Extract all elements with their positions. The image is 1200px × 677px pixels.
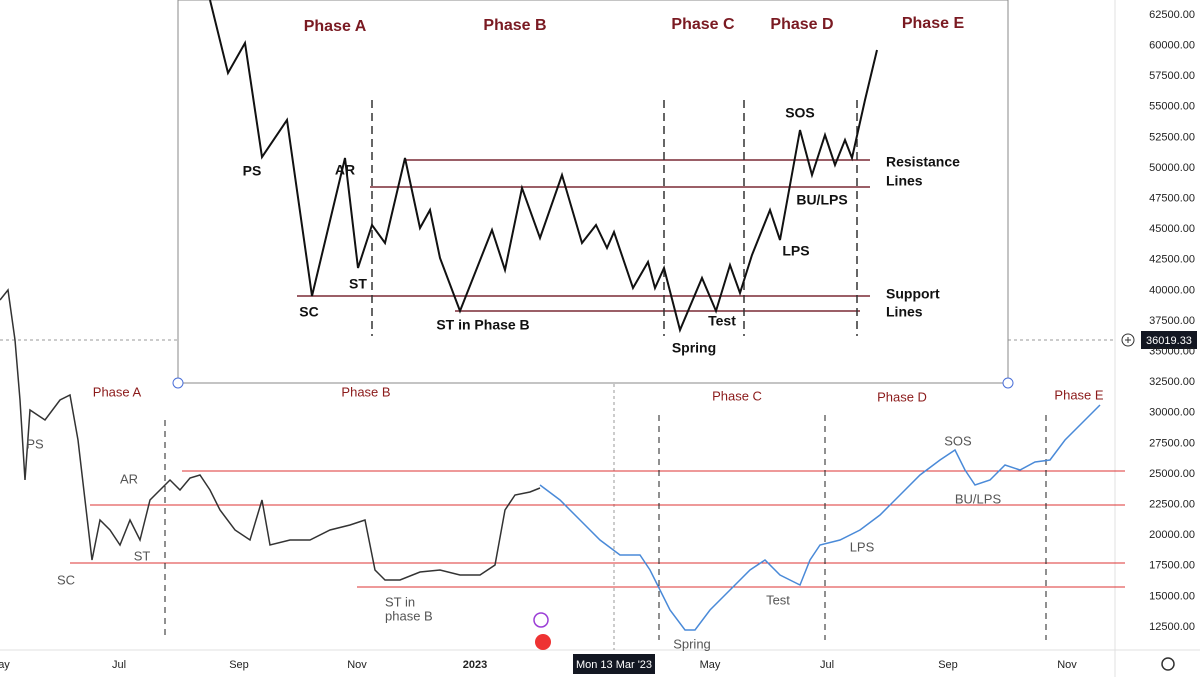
overlay-label: PS xyxy=(243,163,262,179)
settings-icon[interactable] xyxy=(1161,657,1175,671)
time-label: Jul xyxy=(112,659,126,671)
overlay-note: Resistance xyxy=(886,154,960,170)
time-label: Jul xyxy=(820,659,834,671)
handle[interactable] xyxy=(1002,377,1014,389)
chart-phase: Phase B xyxy=(341,384,390,399)
projection xyxy=(539,404,1101,631)
price-label: 25000.00 xyxy=(1149,468,1195,480)
chart-phase: Phase E xyxy=(1054,387,1103,402)
chart-phase: Phase D xyxy=(877,389,927,404)
overlay-label: Test xyxy=(708,313,736,329)
chart-levels xyxy=(70,470,1125,588)
overlay-levels xyxy=(297,159,870,312)
chart-phase: Phase C xyxy=(712,388,762,403)
price-label: 20000.00 xyxy=(1149,529,1195,541)
chart-label: ST in xyxy=(385,594,415,609)
overlay-label: ST in Phase B xyxy=(436,317,529,333)
price-label: 37500.00 xyxy=(1149,315,1195,327)
chart-phase-dividers xyxy=(164,415,1047,640)
time-label: Nov xyxy=(347,659,367,671)
chart-label: PS xyxy=(26,436,44,451)
price-label: 62500.00 xyxy=(1149,9,1195,21)
chart-label: phase B xyxy=(385,608,433,623)
chart-label: SOS xyxy=(944,433,972,448)
time-label: Sep xyxy=(229,659,249,671)
plus-icon xyxy=(1125,337,1131,343)
price-label: 47500.00 xyxy=(1149,193,1195,205)
price-label: 22500.00 xyxy=(1149,499,1195,511)
price-tag xyxy=(1141,331,1197,349)
price-label: 15000.00 xyxy=(1149,590,1195,602)
time-label: 2023 xyxy=(463,659,487,671)
handle[interactable] xyxy=(172,377,184,389)
overlay-label: Spring xyxy=(672,340,716,356)
price-label: 27500.00 xyxy=(1149,437,1195,449)
overlay-phase: Phase B xyxy=(483,17,546,34)
price-label: 45000.00 xyxy=(1149,223,1195,235)
chart-label: SC xyxy=(57,572,75,587)
wyckoff-path xyxy=(209,0,878,334)
price-label: 57500.00 xyxy=(1149,70,1195,82)
overlay-label: SOS xyxy=(785,105,815,121)
crosshair-date: Mon 13 Mar '23 xyxy=(576,659,652,671)
chart-label: Test xyxy=(766,592,790,607)
price-label: 60000.00 xyxy=(1149,40,1195,52)
overlay-phase: Phase E xyxy=(902,15,965,32)
overlay-phase: Phase D xyxy=(770,16,833,33)
price-label: 40000.00 xyxy=(1149,284,1195,296)
price-label: 52500.00 xyxy=(1149,131,1195,143)
overlay-phase: Phase A xyxy=(304,18,367,35)
overlay-label: SC xyxy=(299,304,318,320)
overlay-label: ST xyxy=(349,276,367,292)
overlay-note: Lines xyxy=(886,173,923,189)
overlay-note: Lines xyxy=(886,304,923,320)
price-label: 17500.00 xyxy=(1149,560,1195,572)
chart-label: BU/LPS xyxy=(955,491,1002,506)
price-label: 32500.00 xyxy=(1149,376,1195,388)
time-label: May xyxy=(700,659,721,671)
date-tag xyxy=(573,654,655,674)
time-label: Nov xyxy=(1057,659,1077,671)
chart-label: Spring xyxy=(673,636,711,651)
overlay-label: AR xyxy=(335,162,355,178)
time-label: Sep xyxy=(938,659,958,671)
chart-label: AR xyxy=(120,471,138,486)
time-label: ay xyxy=(0,659,10,671)
overlay-label: LPS xyxy=(782,243,809,259)
current-price: 36019.33 xyxy=(1146,335,1192,347)
chart-label: LPS xyxy=(850,539,875,554)
price-label: 30000.00 xyxy=(1149,407,1195,419)
price-label: 35000.00 xyxy=(1149,346,1195,358)
overlay-image xyxy=(177,0,1009,384)
price-history xyxy=(0,288,541,581)
price-label: 50000.00 xyxy=(1149,162,1195,174)
event-icon[interactable] xyxy=(533,612,549,628)
price-label: 42500.00 xyxy=(1149,254,1195,266)
price-label: 12500.00 xyxy=(1149,621,1195,633)
chart-phase: Phase A xyxy=(93,384,142,399)
price-label: 55000.00 xyxy=(1149,101,1195,113)
overlay-note: Support xyxy=(886,286,940,302)
overlay-phase: Phase C xyxy=(671,16,735,33)
event-icon[interactable] xyxy=(535,634,551,650)
overlay-label: BU/LPS xyxy=(796,192,847,208)
chart-label: ST xyxy=(134,548,151,563)
